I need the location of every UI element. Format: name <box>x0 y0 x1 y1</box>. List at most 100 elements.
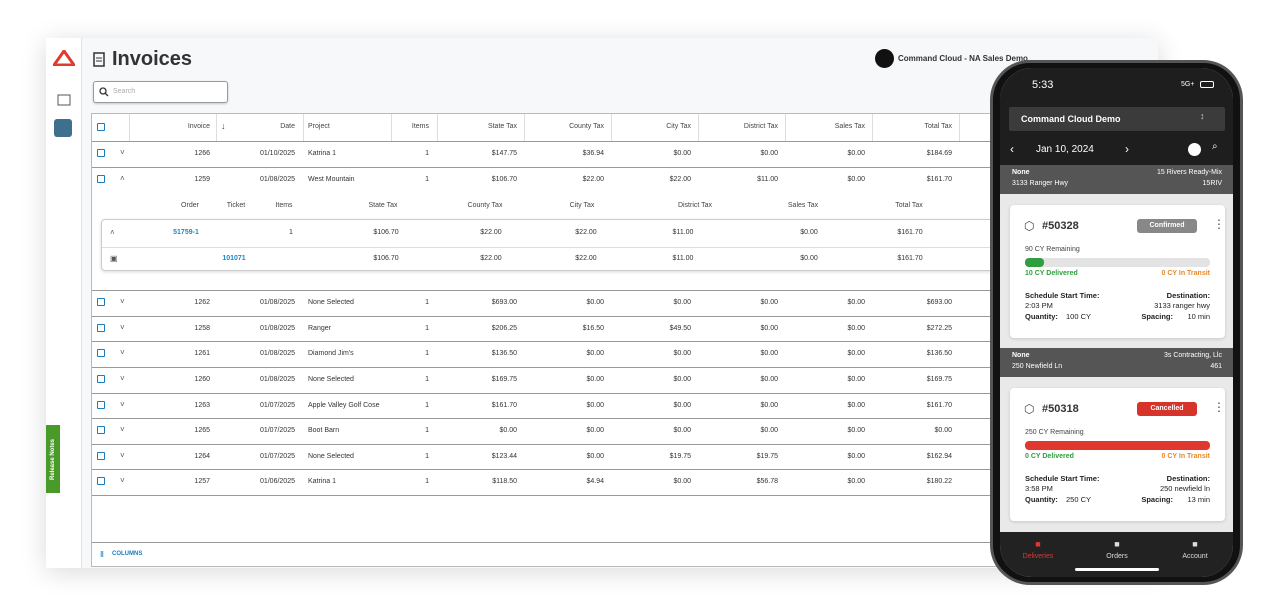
row-checkbox[interactable] <box>97 174 105 183</box>
filter-button[interactable] <box>1188 143 1201 156</box>
detail-header: Items <box>275 202 293 210</box>
order-card[interactable]: ⬡ #50318 Cancelled ⋮ 250 CY Remaining 0 CY De… <box>1010 388 1225 521</box>
battery <box>1200 81 1214 88</box>
nav-label[interactable]: Account <box>1182 553 1208 560</box>
nav-label[interactable]: Deliveries <box>1022 553 1054 560</box>
order-link[interactable]: 51759-1 <box>173 229 199 237</box>
column-divider <box>303 114 304 141</box>
prev-date[interactable]: ‹ <box>1010 142 1014 156</box>
menu[interactable]: ⋮ <box>1213 217 1225 231</box>
table-cell: $161.70 <box>926 401 952 409</box>
columns-icon[interactable]: Ⅱ <box>100 550 104 559</box>
field-value: 2:03 PM <box>1025 301 1053 310</box>
expand-toggle[interactable]: ˅ <box>120 425 125 435</box>
row-checkbox[interactable] <box>97 426 105 435</box>
table-cell: $272.25 <box>926 324 952 332</box>
table-cell: Apple Valley Golf Cose <box>308 401 380 409</box>
table-cell: $0.00 <box>847 376 865 383</box>
table-cell: $0.00 <box>586 299 604 307</box>
search-button[interactable]: ⌕ <box>1212 141 1218 152</box>
field-value: 13 min <box>1187 495 1210 504</box>
nav-icon[interactable]: ■ <box>1035 539 1041 549</box>
table-cell: 1257 <box>194 478 210 486</box>
search-box[interactable]: Search <box>93 81 228 103</box>
column-header: Project <box>308 123 330 130</box>
header-divider <box>92 141 1000 142</box>
expand-toggle[interactable]: ˅ <box>120 450 125 460</box>
table-cell: $161.70 <box>926 175 952 183</box>
search-icon <box>99 87 109 97</box>
detail-box <box>101 219 1000 272</box>
collapse-toggle[interactable]: ˄ <box>110 228 115 238</box>
nav-icon[interactable]: ■ <box>1114 539 1120 549</box>
table-cell: $11.00 <box>757 175 778 183</box>
table-cell: Katrina 1 <box>308 150 337 157</box>
detail-cell: $22.00 <box>480 229 502 237</box>
row-checkbox[interactable] <box>97 451 105 460</box>
expand-toggle[interactable]: ˅ <box>120 348 125 358</box>
order-card[interactable]: ⬡ #50328 Confirmed ⋮ 90 CY Remaining 10 CY De… <box>1010 205 1225 338</box>
row-checkbox[interactable] <box>97 149 105 157</box>
row-checkbox[interactable] <box>97 477 105 486</box>
table-cell: 1266 <box>194 150 210 157</box>
row-divider <box>92 166 1000 168</box>
column-header: County Tax <box>569 123 604 130</box>
table-cell: 1264 <box>194 452 210 460</box>
nav-icon[interactable] <box>57 94 71 106</box>
table-cell: $118.50 <box>492 478 517 486</box>
supplier-code: 461 <box>1210 363 1222 370</box>
sort-icon[interactable]: ↓ <box>221 121 226 131</box>
table-cell: $123.44 <box>491 452 517 460</box>
table-cell: $0.00 <box>847 401 865 409</box>
ticket-icon[interactable]: ▣ <box>110 253 118 263</box>
supplier: 15 Rivers Ready-Mix <box>1157 169 1222 176</box>
nav-invoices[interactable] <box>54 119 72 137</box>
table-cell: 01/08/2025 <box>259 376 295 383</box>
detail-cell: $11.00 <box>672 229 694 237</box>
column-divider <box>524 114 525 141</box>
table-cell: $19.75 <box>669 452 691 460</box>
row-checkbox[interactable] <box>97 349 105 358</box>
table-cell: $0.00 <box>760 150 778 157</box>
app-selector[interactable] <box>1009 107 1225 131</box>
table-cell: $22.00 <box>669 175 691 183</box>
table-cell: $162.94 <box>926 452 952 460</box>
table-cell: 1262 <box>194 299 210 307</box>
nav-label[interactable]: Orders <box>1106 553 1128 560</box>
ticket-link[interactable]: 101071 <box>222 254 246 262</box>
detail-divider <box>102 246 1000 248</box>
column-divider <box>391 114 392 141</box>
expand-toggle[interactable]: ˄ <box>120 173 125 183</box>
expand-toggle[interactable]: ˅ <box>120 297 125 307</box>
table-cell: $4.94 <box>586 478 604 486</box>
select-all[interactable] <box>97 123 105 131</box>
columns-button[interactable]: COLUMNS <box>112 551 143 557</box>
next-date[interactable]: › <box>1125 142 1129 156</box>
invoice-table: Invoice Date Project Items State Tax County T… <box>91 113 1001 567</box>
expand-toggle[interactable]: ˅ <box>120 322 125 332</box>
row-checkbox[interactable] <box>97 298 105 307</box>
group-header <box>1000 348 1233 377</box>
field-value: 250 newfield ln <box>1159 484 1210 493</box>
column-header: City Tax <box>666 123 691 130</box>
menu[interactable]: ⋮ <box>1213 400 1225 414</box>
expand-toggle[interactable]: ˅ <box>120 399 125 409</box>
progress-track <box>1025 258 1210 267</box>
row-checkbox[interactable] <box>97 375 105 383</box>
table-cell: $0.00 <box>760 299 778 307</box>
expand-toggle[interactable]: ˅ <box>120 476 125 486</box>
nav-icon[interactable]: ■ <box>1192 539 1198 549</box>
date[interactable]: Jan 10, 2024 <box>1036 144 1094 155</box>
row-checkbox[interactable] <box>97 323 105 332</box>
row-checkbox[interactable] <box>97 400 105 409</box>
table-cell: $0.00 <box>847 427 865 435</box>
row-divider <box>92 443 1000 445</box>
group-header <box>1000 165 1233 194</box>
table-cell: $0.00 <box>586 350 604 358</box>
release-notes[interactable]: Release Notes <box>46 425 60 493</box>
app-title[interactable]: Command Cloud Demo <box>1021 114 1121 124</box>
supplier: 3s Contracting, Llc <box>1164 352 1222 359</box>
expand-toggle[interactable]: ˅ <box>120 148 125 157</box>
expand-toggle[interactable]: ˅ <box>120 374 125 383</box>
org-name[interactable]: Command Cloud - NA Sales Demo <box>898 54 1028 63</box>
